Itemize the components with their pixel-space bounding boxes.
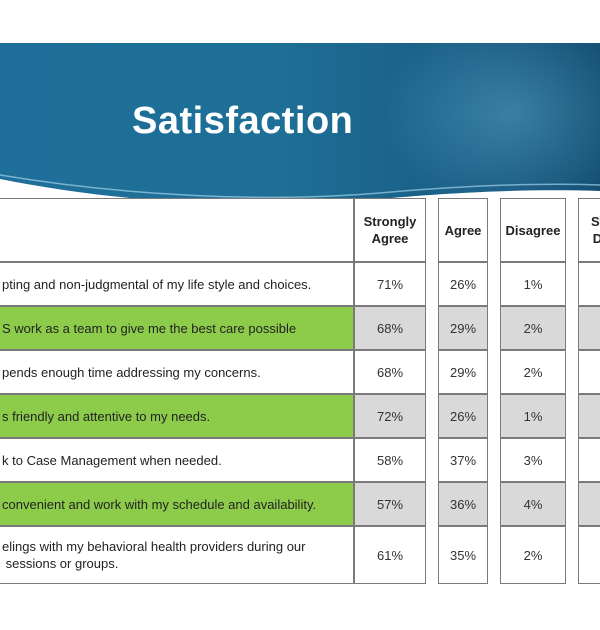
col-header-strongly-agree: Strongly Agree <box>354 198 426 262</box>
cell-r3-strongly-agree: 68% <box>354 350 426 394</box>
cell-r3-strongly-disagree <box>578 350 600 394</box>
statement-row-7-line2: sessions or groups. <box>2 556 119 571</box>
col-header-agree: Agree <box>438 198 488 262</box>
col-header-disagree: Disagree <box>500 198 566 262</box>
cell-r2-strongly-agree: 68% <box>354 306 426 350</box>
cell-r2-strongly-disagree <box>578 306 600 350</box>
statement-row-7-line1: elings with my behavioral health provide… <box>2 539 306 554</box>
cell-r5-agree: 37% <box>438 438 488 482</box>
statement-row-4: s friendly and attentive to my needs. <box>0 394 354 438</box>
cell-r2-agree: 29% <box>438 306 488 350</box>
statement-row-7: elings with my behavioral health provide… <box>0 526 354 584</box>
cell-r3-disagree: 2% <box>500 350 566 394</box>
cell-r4-strongly-disagree <box>578 394 600 438</box>
cell-r4-disagree: 1% <box>500 394 566 438</box>
cell-r1-strongly-disagree <box>578 262 600 306</box>
statement-row-3: pends enough time addressing my concerns… <box>0 350 354 394</box>
cell-r3-agree: 29% <box>438 350 488 394</box>
statement-row-5: k to Case Management when needed. <box>0 438 354 482</box>
cell-r6-strongly-agree: 57% <box>354 482 426 526</box>
title-banner <box>0 43 600 213</box>
cell-r5-disagree: 3% <box>500 438 566 482</box>
statement-row-2: S work as a team to give me the best car… <box>0 306 354 350</box>
cell-r4-agree: 26% <box>438 394 488 438</box>
statement-row-1: pting and non-judgmental of my life styl… <box>0 262 354 306</box>
cell-r6-disagree: 4% <box>500 482 566 526</box>
cell-r7-disagree: 2% <box>500 526 566 584</box>
cell-r7-strongly-disagree <box>578 526 600 584</box>
statement-header-cell <box>0 198 354 262</box>
page-title: Satisfaction <box>132 100 354 142</box>
cell-r1-agree: 26% <box>438 262 488 306</box>
col-header-strongly-disagree: StD <box>578 198 600 262</box>
cell-r2-disagree: 2% <box>500 306 566 350</box>
statement-row-6: convenient and work with my schedule and… <box>0 482 354 526</box>
cell-r6-agree: 36% <box>438 482 488 526</box>
cell-r7-agree: 35% <box>438 526 488 584</box>
cell-r6-strongly-disagree <box>578 482 600 526</box>
cell-r7-strongly-agree: 61% <box>354 526 426 584</box>
cell-r1-strongly-agree: 71% <box>354 262 426 306</box>
cell-r1-disagree: 1% <box>500 262 566 306</box>
cell-r5-strongly-agree: 58% <box>354 438 426 482</box>
cell-r4-strongly-agree: 72% <box>354 394 426 438</box>
cell-r5-strongly-disagree <box>578 438 600 482</box>
